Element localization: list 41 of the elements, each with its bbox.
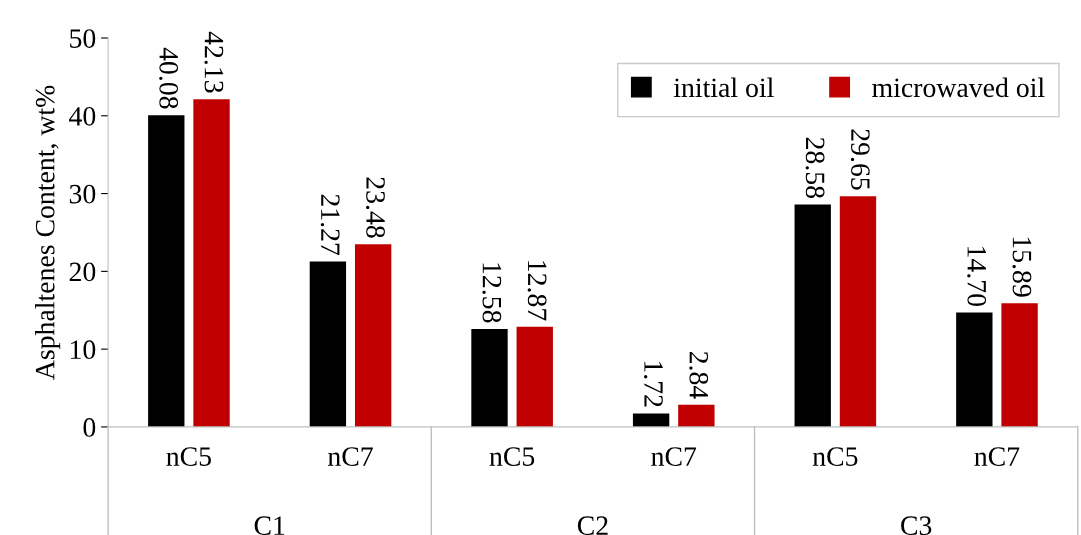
data-label: 28.58 xyxy=(805,137,825,198)
text: C3 xyxy=(901,516,932,535)
bar xyxy=(839,196,877,427)
text: C2 xyxy=(577,516,608,535)
x-tick-label: nC7 xyxy=(328,447,373,466)
y-tick-label: 50 xyxy=(70,29,96,48)
bar xyxy=(471,329,508,427)
y-tick-label: 0 xyxy=(83,418,96,437)
bar xyxy=(148,115,185,427)
bar xyxy=(1001,303,1038,427)
y-tick-label: 30 xyxy=(69,184,96,204)
data-label: 12.58 xyxy=(482,263,502,323)
bar xyxy=(193,99,230,427)
text: C1 xyxy=(254,516,285,535)
data-label: 29.65 xyxy=(850,129,870,190)
data-label: 12.87 xyxy=(527,261,547,321)
x-tick-label: nC7 xyxy=(974,447,1020,466)
y-tick-label: 10 xyxy=(70,340,96,360)
data-label: 2.84 xyxy=(689,351,709,399)
x-tick-label: nC5 xyxy=(812,447,858,466)
data-label: 21.27 xyxy=(320,194,340,256)
y-tick-label: 20 xyxy=(69,262,96,282)
bar xyxy=(516,326,553,427)
data-label: 15.89 xyxy=(1012,237,1032,297)
legend-label: microwaved oil xyxy=(872,77,1045,98)
bar xyxy=(794,204,831,427)
bar xyxy=(678,404,715,427)
bar xyxy=(956,312,993,427)
x-tick-label: nC7 xyxy=(651,447,697,466)
y-axis-title: Asphaltenes Content, wt% xyxy=(34,85,61,380)
bar xyxy=(354,244,392,427)
data-label: 14.70 xyxy=(967,246,987,306)
y-tick-label: 40 xyxy=(69,106,96,126)
legend-label: initial oil xyxy=(673,77,774,98)
data-label: 40.08 xyxy=(159,47,179,109)
data-label: 42.13 xyxy=(204,31,224,93)
bar xyxy=(309,261,347,427)
x-tick-label: nC5 xyxy=(489,447,535,466)
data-label: 23.48 xyxy=(366,177,385,238)
data-label: 1.72 xyxy=(644,361,663,407)
x-tick-label: nC5 xyxy=(166,447,211,466)
